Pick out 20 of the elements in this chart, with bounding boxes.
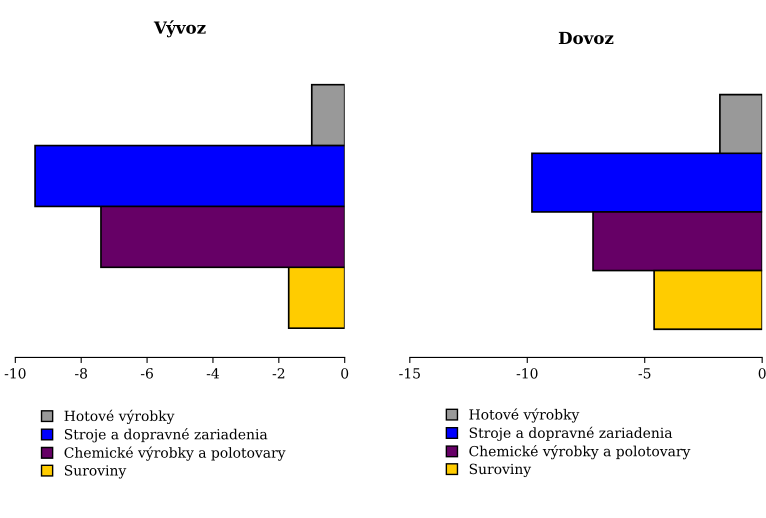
x-tick-label: 0: [341, 368, 348, 379]
x-tick-label: -4: [206, 368, 220, 378]
legend-label: Hotové výrobky: [469, 408, 580, 423]
legend-label: Suroviny: [470, 464, 532, 478]
legend-label: Chemické výrobky a polotovary: [469, 445, 690, 460]
chart-title: Dovoz: [558, 32, 614, 44]
x-tick-label: -2: [272, 368, 284, 378]
x-tick-label: -10: [516, 368, 538, 379]
legend-label: Stroje a dopravné zariadenia: [64, 428, 268, 442]
chart-title: Vývoz: [154, 20, 206, 38]
legend-label: Hotové výrobky: [64, 410, 174, 424]
legend-label: Stroje a dopravné zariadenia: [470, 426, 672, 441]
x-tick-label: -15: [399, 368, 420, 379]
legend-label: Chemické výrobky a polotovary: [64, 446, 286, 461]
x-tick-label: -8: [75, 368, 88, 379]
x-tick-label: 0: [758, 368, 766, 379]
legend-label: Suroviny: [64, 465, 126, 479]
x-tick-label: -5: [638, 368, 650, 379]
x-tick-label: -6: [140, 368, 153, 379]
x-tick-label: -10: [4, 368, 26, 379]
